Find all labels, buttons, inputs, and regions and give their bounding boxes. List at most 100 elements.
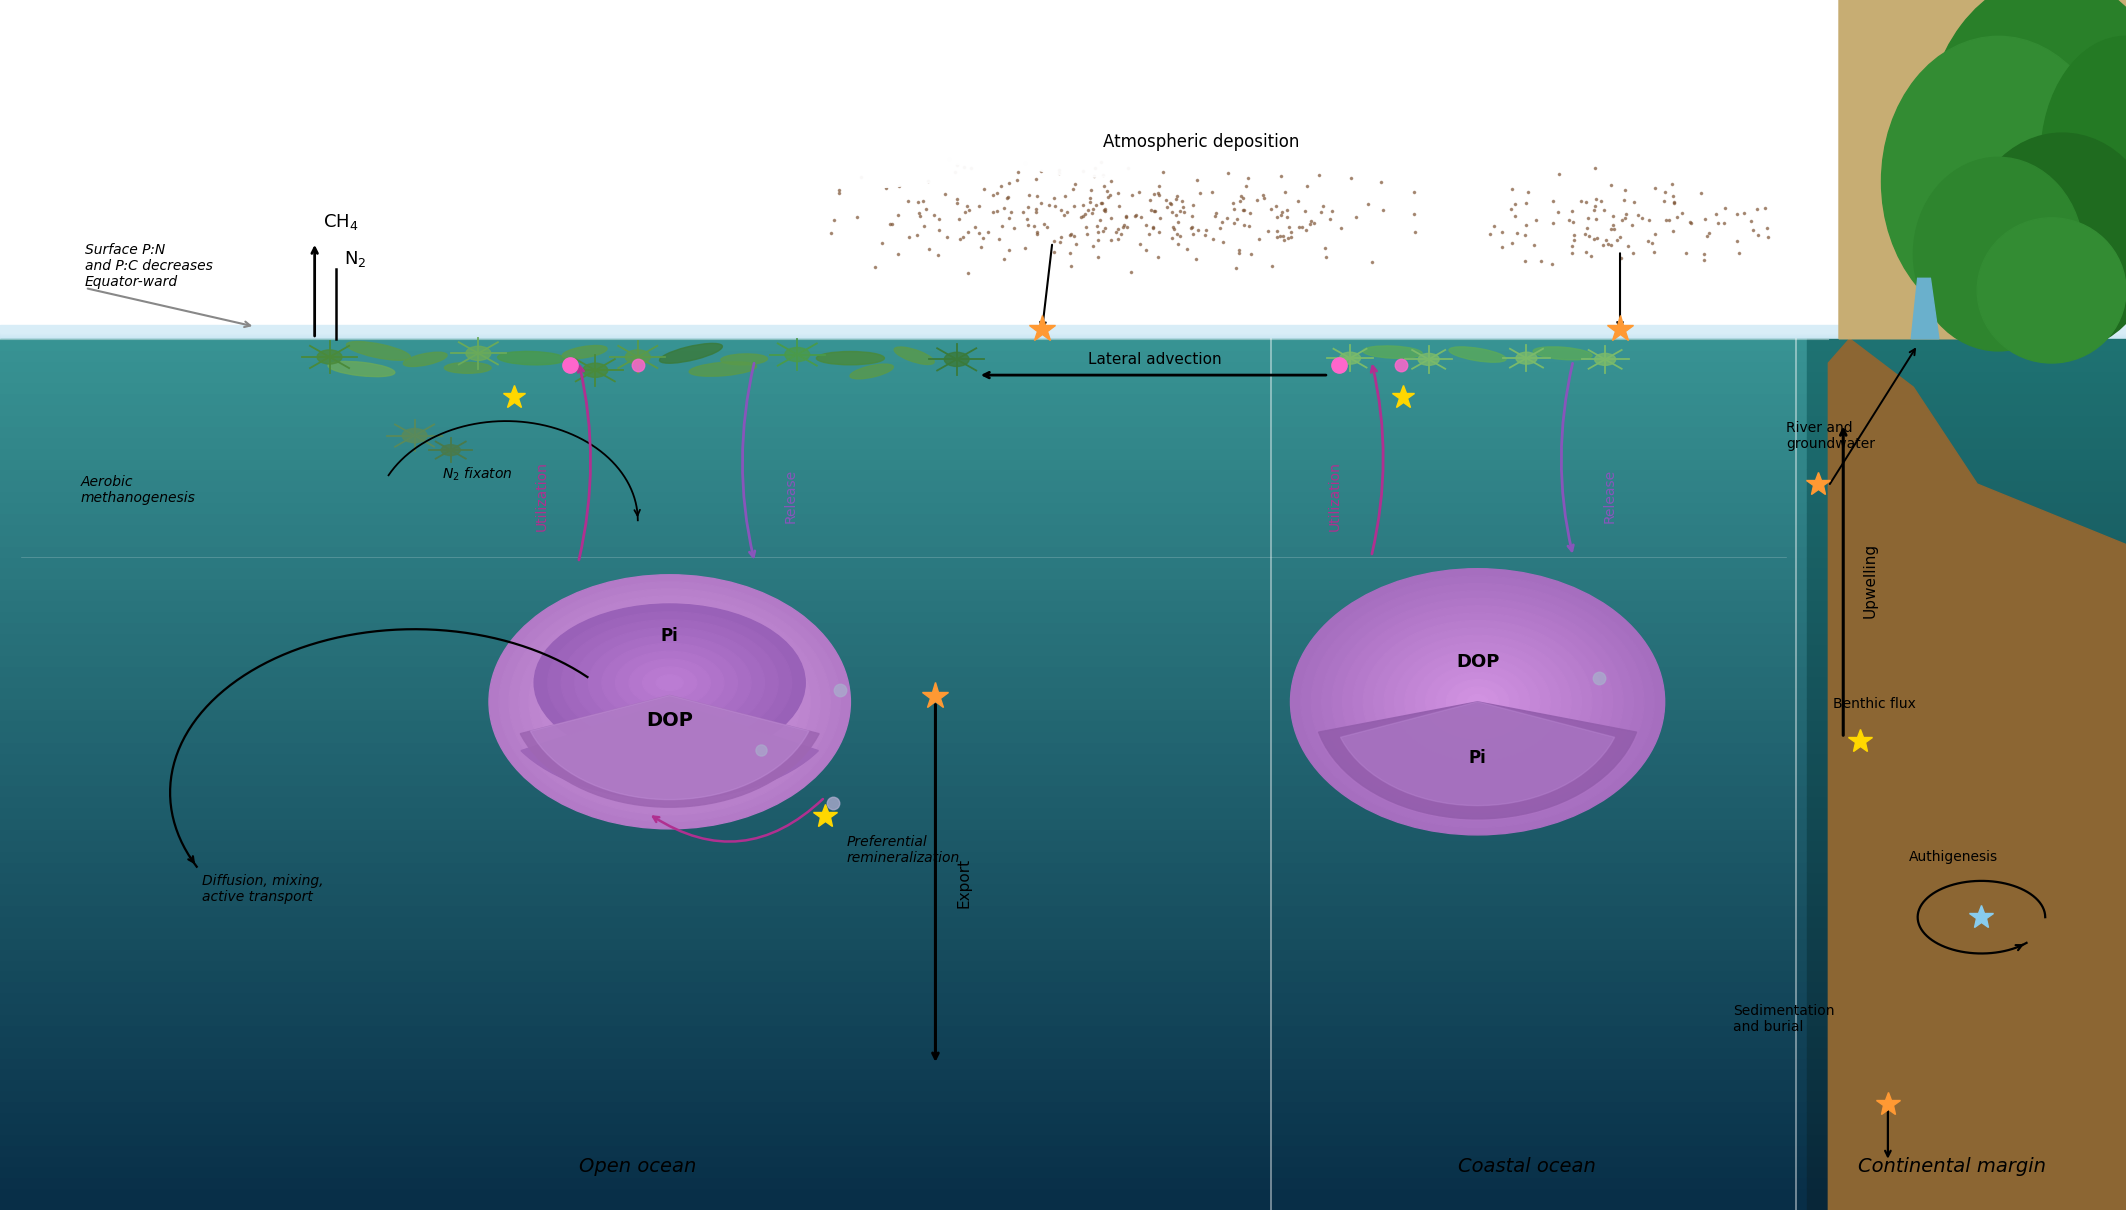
Ellipse shape (589, 645, 750, 759)
Point (1165, 197, 1199, 217)
Point (1076, 166, 1110, 185)
Point (1123, 234, 1157, 253)
Point (1524, 252, 1558, 271)
Point (1080, 230, 1114, 249)
Ellipse shape (1427, 74, 1550, 127)
Ellipse shape (1393, 83, 1490, 127)
Ellipse shape (444, 362, 491, 374)
Point (1176, 196, 1210, 215)
Point (1018, 169, 1052, 189)
Point (1125, 207, 1159, 226)
Point (1082, 221, 1116, 241)
Point (1152, 192, 1186, 212)
Bar (1807, 1166, 2126, 1177)
Point (1569, 192, 1603, 212)
Ellipse shape (497, 351, 566, 365)
Bar (0, 329, 2126, 336)
Bar (1807, 742, 2126, 753)
Point (1184, 183, 1218, 202)
Point (1701, 213, 1735, 232)
Point (1161, 186, 1195, 206)
Point (1052, 243, 1086, 263)
Point (1027, 214, 1061, 234)
Bar (0, 426, 1807, 437)
Point (1050, 203, 1084, 223)
Point (1254, 200, 1288, 219)
Point (1293, 214, 1327, 234)
Ellipse shape (529, 603, 810, 801)
Point (1709, 198, 1743, 218)
Bar (1807, 938, 2126, 949)
Point (1080, 248, 1114, 267)
Point (1495, 232, 1529, 252)
Bar (0, 742, 1807, 753)
Point (1495, 198, 1529, 218)
Bar (0, 329, 2126, 336)
Point (1569, 218, 1603, 237)
Bar (0, 785, 1807, 796)
Point (1484, 223, 1518, 242)
Point (1033, 196, 1067, 215)
Point (1752, 227, 1786, 247)
Bar (0, 327, 2126, 334)
Point (1239, 190, 1273, 209)
Bar (1807, 611, 2126, 622)
Point (1018, 202, 1052, 221)
Point (1569, 225, 1603, 244)
Bar (1807, 1079, 2126, 1090)
Ellipse shape (534, 604, 806, 761)
Bar (1807, 655, 2126, 666)
Point (1142, 208, 1176, 227)
Bar (1807, 687, 2126, 698)
Point (1142, 223, 1176, 242)
Point (1101, 183, 1135, 202)
Point (1037, 196, 1072, 215)
Point (912, 172, 946, 191)
Point (1216, 213, 1250, 232)
Point (1101, 230, 1135, 249)
Point (891, 191, 925, 211)
Point (1101, 219, 1135, 238)
Point (1018, 198, 1052, 218)
Point (814, 224, 848, 243)
Point (1018, 217, 1052, 236)
Bar (0, 327, 2126, 333)
Ellipse shape (672, 23, 1050, 188)
Bar (0, 578, 1807, 589)
Bar (0, 1188, 1807, 1199)
Bar (1807, 448, 2126, 459)
Bar (0, 589, 1807, 600)
Point (1305, 196, 1339, 215)
Ellipse shape (1384, 635, 1571, 768)
Point (1020, 224, 1054, 243)
Point (1133, 190, 1167, 209)
Ellipse shape (1446, 680, 1509, 724)
Point (1227, 215, 1261, 235)
Point (912, 238, 946, 258)
Bar (0, 329, 2126, 336)
Point (1108, 215, 1142, 235)
Point (1263, 226, 1297, 246)
Point (901, 192, 935, 212)
Point (1565, 191, 1599, 211)
Bar (1807, 818, 2126, 829)
Point (1733, 212, 1767, 231)
Bar (0, 622, 1807, 633)
Point (859, 257, 893, 276)
Ellipse shape (617, 651, 723, 714)
Point (986, 249, 1020, 269)
Bar (0, 1101, 1807, 1112)
Bar (0, 1090, 1807, 1101)
Point (1222, 191, 1256, 211)
Polygon shape (1911, 278, 1939, 339)
Ellipse shape (1522, 76, 1688, 149)
Bar (1807, 949, 2126, 960)
Ellipse shape (519, 595, 821, 808)
Bar (0, 981, 1807, 992)
Point (1001, 163, 1035, 183)
Point (1707, 214, 1741, 234)
Point (1639, 224, 1673, 243)
Bar (0, 600, 1807, 611)
Point (1046, 206, 1080, 225)
Bar (0, 916, 1807, 927)
